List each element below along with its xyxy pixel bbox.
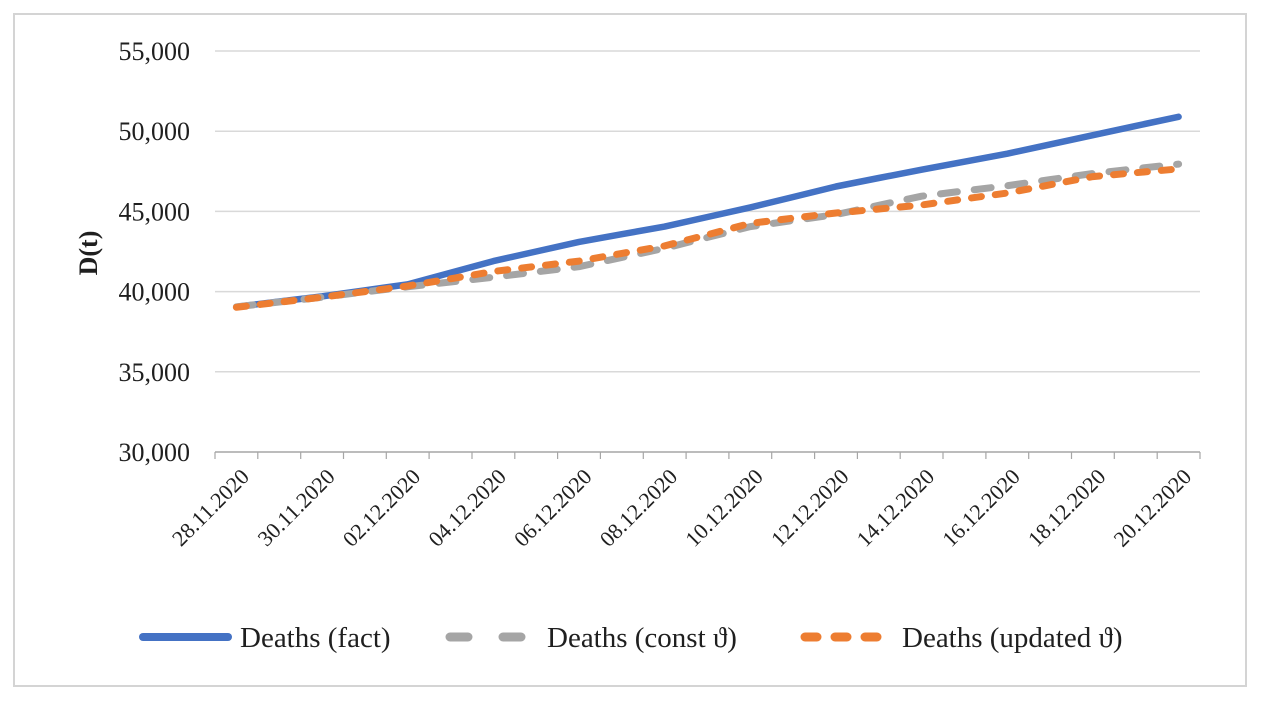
y-tick-label: 50,000 (119, 117, 191, 146)
series-line-1 (232, 160, 1183, 311)
legend-label-1: Deaths (const ϑ) (547, 622, 737, 654)
y-tick-label: 40,000 (119, 278, 191, 307)
y-tick-label: 45,000 (119, 197, 191, 226)
x-tick-label: 20.12.2020 (1108, 464, 1196, 552)
x-tick-label: 16.12.2020 (937, 464, 1025, 552)
y-tick-label: 30,000 (119, 438, 191, 467)
x-tick-label: 14.12.2020 (851, 464, 939, 552)
x-tick-label: 02.12.2020 (338, 464, 426, 552)
x-tick-label: 08.12.2020 (595, 464, 683, 552)
x-tick-label: 04.12.2020 (423, 464, 511, 552)
x-tick-label: 06.12.2020 (509, 464, 597, 552)
y-tick-label: 35,000 (119, 358, 191, 387)
x-tick-label: 10.12.2020 (680, 464, 768, 552)
x-axis-tick-labels: 28.11.202030.11.202002.12.202004.12.2020… (167, 464, 1196, 552)
x-tick-label: 28.11.2020 (167, 464, 254, 551)
x-tick-label: 18.12.2020 (1023, 464, 1111, 552)
gridlines (215, 50, 1200, 373)
legend-label-0: Deaths (fact) (240, 622, 391, 654)
series-line-0 (233, 113, 1182, 311)
legend: Deaths (fact) Deaths (const ϑ) Deaths (upd… (139, 622, 1123, 654)
x-tick-label: 30.11.2020 (253, 464, 340, 551)
figure-border (13, 13, 1247, 687)
legend-label-2: Deaths (updated ϑ) (902, 622, 1123, 654)
y-axis-tick-labels: 30,000 35,000 40,000 45,000 50,000 55,000 (119, 37, 191, 467)
x-axis (214, 451, 1201, 459)
series-lines (232, 113, 1183, 311)
y-tick-label: 55,000 (119, 37, 191, 66)
y-axis-title: D(t) (74, 231, 103, 276)
series-line-2 (232, 165, 1183, 311)
x-tick-label: 12.12.2020 (766, 464, 854, 552)
